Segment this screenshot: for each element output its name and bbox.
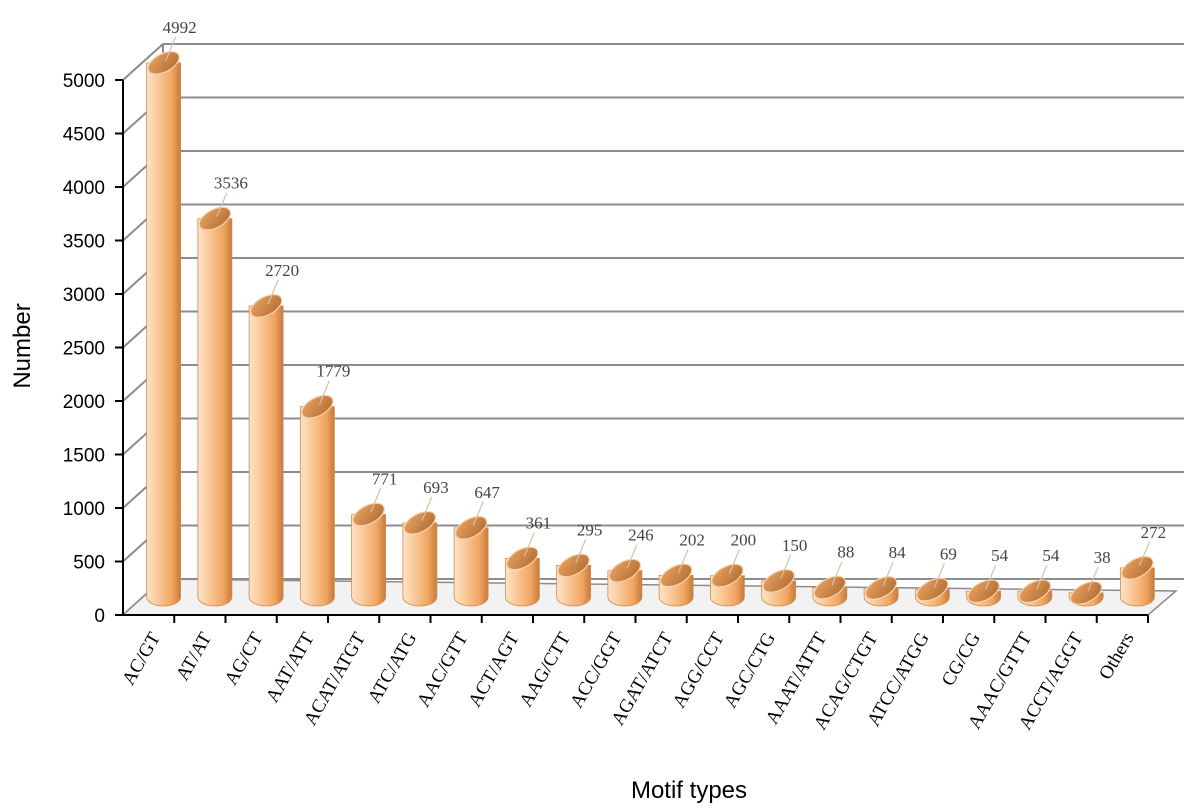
bars — [146, 50, 1155, 607]
bar — [299, 394, 335, 607]
bar — [1017, 579, 1053, 607]
leader-line — [1036, 564, 1048, 590]
leader-line — [318, 380, 330, 405]
bar — [966, 579, 1002, 607]
x-tick-label: AAG/CTT — [516, 629, 576, 711]
y-tick-label: 4500 — [63, 125, 105, 146]
bar — [658, 563, 694, 607]
leader-line — [985, 564, 997, 590]
leader-line — [626, 544, 638, 569]
data-label: 38 — [1094, 548, 1111, 567]
x-tick-label: AG/CT — [221, 629, 268, 689]
bar — [248, 294, 284, 607]
bar — [197, 206, 233, 607]
leader-line — [370, 488, 382, 513]
y-tick-label: 3500 — [63, 232, 105, 253]
data-label: 2720 — [265, 261, 299, 280]
leader-line — [728, 549, 740, 574]
data-label: 771 — [372, 470, 398, 489]
y-tick-label: 1500 — [63, 446, 105, 467]
leader-line — [267, 279, 279, 305]
bar — [863, 576, 899, 607]
data-label: 1779 — [316, 362, 350, 381]
bar — [504, 546, 540, 607]
leader-line — [882, 561, 894, 587]
leader-line — [677, 549, 689, 574]
y-tick-label: 4000 — [63, 178, 105, 199]
bar — [607, 558, 643, 607]
gridline-side — [122, 43, 164, 81]
data-label: 361 — [526, 513, 552, 532]
bar — [812, 575, 848, 607]
y-tick-label: 5000 — [63, 71, 105, 92]
data-label: 88 — [837, 543, 854, 562]
data-label: 202 — [679, 530, 705, 549]
leader-line — [216, 192, 228, 217]
leader-line — [933, 563, 945, 588]
bar — [1119, 556, 1155, 607]
data-label: 150 — [782, 536, 808, 555]
y-tick-label: 3000 — [63, 285, 105, 306]
y-tick-label: 2500 — [63, 339, 105, 360]
bar — [556, 553, 592, 607]
x-tick-label: AGG/CCT — [669, 629, 729, 712]
data-label: 84 — [889, 543, 907, 562]
leader-line — [165, 36, 177, 62]
data-label: 693 — [423, 478, 449, 497]
x-tick-label: AAT/ATT — [262, 629, 319, 707]
data-label: 272 — [1141, 523, 1167, 542]
x-tick-label: AC/GT — [118, 629, 165, 689]
data-label: 54 — [1042, 546, 1060, 565]
x-axis-title: Motif types — [631, 777, 747, 804]
data-label: 54 — [991, 546, 1009, 565]
bar — [709, 563, 745, 607]
x-tick-label: AAC/GTT — [413, 629, 473, 711]
y-tick-label: 0 — [94, 606, 105, 627]
bar — [351, 502, 387, 607]
bar — [1068, 581, 1104, 607]
data-labels: 4992 3536 2720 1779 771 693 647 361 295 246 202 200… — [163, 18, 1167, 592]
leader-line — [472, 501, 484, 527]
x-tick-labels: AC/GT AT/AT AG/CTAAT/ATTACAT/ATGTATC/ATGAA… — [118, 629, 1138, 734]
leader-line — [523, 532, 535, 557]
leader-line — [1087, 566, 1099, 592]
x-tick-label: AT/AT — [172, 629, 216, 685]
data-label: 246 — [628, 526, 654, 545]
data-label: 69 — [940, 545, 957, 564]
data-label: 295 — [577, 520, 603, 539]
leader-line — [421, 496, 433, 522]
y-tick-label: 500 — [73, 553, 105, 574]
bar — [761, 569, 797, 607]
y-tick-label: 2000 — [63, 392, 105, 413]
axes — [115, 79, 1178, 623]
leader-line — [1138, 541, 1150, 567]
x-tick-label: CG/CG — [938, 629, 985, 690]
x-tick-label: ACC/GGT — [566, 629, 626, 712]
leader-line — [831, 561, 843, 586]
x-tick-label: Others — [1095, 629, 1139, 683]
x-tick-label: ACT/AGT — [464, 629, 524, 711]
x-tick-label: AGC/CTG — [720, 629, 780, 712]
data-label: 4992 — [163, 18, 197, 37]
y-tick-label: 1000 — [63, 499, 105, 520]
bar — [453, 515, 489, 607]
y-axis-title: Number — [9, 303, 36, 388]
data-label: 647 — [474, 483, 500, 502]
bar — [146, 50, 182, 607]
bar — [402, 510, 438, 607]
data-label: 200 — [731, 531, 757, 550]
y-tick-labels: 0 500 1000 1500 2000 2500 3000 3500 4000 4500 5000 — [63, 71, 105, 627]
x-tick-label: ATC/ATG — [364, 629, 421, 707]
bar — [914, 577, 950, 607]
leader-line — [780, 554, 792, 580]
leader-line — [575, 539, 587, 564]
data-label: 3536 — [214, 174, 248, 193]
